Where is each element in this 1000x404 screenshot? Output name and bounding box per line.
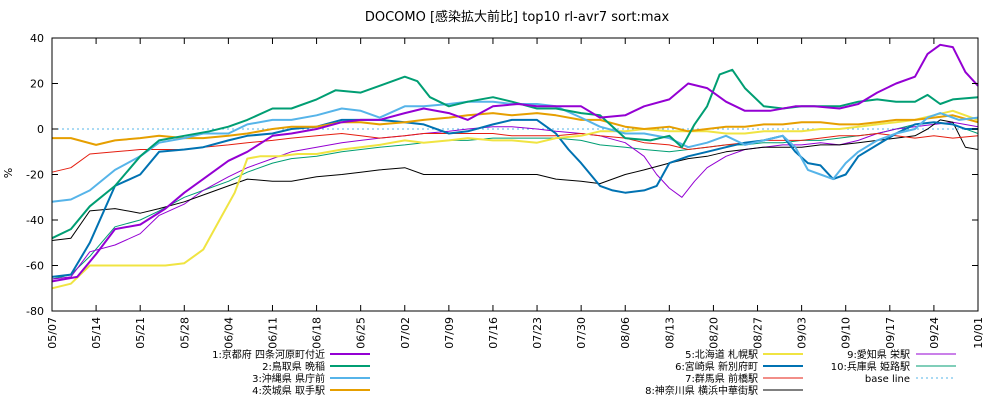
x-tick-label: 05/14	[90, 317, 103, 349]
x-tick-label: 09/03	[796, 317, 809, 349]
x-tick-label: 06/25	[355, 317, 368, 349]
legend-label: 10:兵庫県 姫路駅	[831, 360, 910, 373]
series-line-3	[51, 100, 979, 203]
plot-area	[51, 43, 979, 290]
legend-label: 8:神奈川県 横浜中華街駅	[645, 384, 758, 397]
x-tick-label: 09/17	[884, 317, 897, 349]
legend-label: base line	[865, 374, 910, 385]
series-line-6	[51, 118, 978, 278]
x-tick-label: 05/28	[178, 317, 191, 349]
x-tick-label: 09/24	[928, 317, 941, 349]
x-tick-label: 10/01	[972, 317, 985, 349]
legend-label: 1:京都府 四条河原町付近	[212, 348, 325, 361]
series-line-4	[52, 112, 979, 146]
series-line-10	[51, 121, 979, 280]
series-line-2	[51, 68, 979, 240]
x-tick-label: 06/11	[266, 317, 279, 349]
x-tick-label: 07/23	[531, 317, 544, 349]
x-tick-label: 08/06	[619, 317, 632, 349]
x-tick-label: 07/30	[575, 317, 588, 349]
y-tick-label: 40	[30, 32, 44, 45]
series-line-7	[51, 133, 979, 173]
series-line-9	[51, 121, 979, 280]
y-tick-label: 20	[30, 78, 44, 91]
y-tick-label: 0	[37, 123, 44, 136]
x-tick-label: 05/21	[134, 317, 147, 349]
y-tick-label: -80	[26, 305, 44, 318]
x-tick-label: 08/13	[663, 317, 676, 349]
x-tick-label: 06/18	[311, 317, 324, 349]
y-tick-label: -60	[26, 260, 44, 273]
x-tick-label: 07/16	[487, 317, 500, 349]
legend-label: 3:沖縄県 県庁前	[252, 372, 325, 385]
legend-label: 5:北海道 札幌駅	[685, 348, 758, 361]
legend-label: 4:茨城県 取手駅	[252, 384, 325, 397]
y-tick-label: -20	[26, 169, 44, 182]
series-line-5	[51, 109, 979, 290]
legend-label: 7:群馬県 前橋駅	[685, 372, 758, 385]
series-line-1	[51, 43, 979, 283]
y-tick-label: -40	[26, 214, 44, 227]
x-tick-label: 07/09	[443, 317, 456, 349]
x-tick-label: 07/02	[399, 317, 412, 349]
chart-title: DOCOMO [感染拡大前比] top10 rl-avr7 sort:max	[365, 9, 670, 25]
x-tick-label: 08/20	[707, 317, 720, 349]
x-tick-label: 06/04	[222, 317, 235, 349]
legend-label: 9:愛知県 栄駅	[847, 348, 910, 361]
x-tick-label: 09/10	[840, 317, 853, 349]
y-axis-label: %	[2, 168, 15, 178]
x-tick-label: 05/07	[46, 317, 59, 349]
x-tick-label: 08/27	[752, 317, 765, 349]
legend-label: 6:宮崎県 新別府町	[675, 360, 758, 373]
series-line-8	[51, 119, 979, 241]
legend-label: 2:鳥取県 晩稲	[262, 360, 325, 373]
